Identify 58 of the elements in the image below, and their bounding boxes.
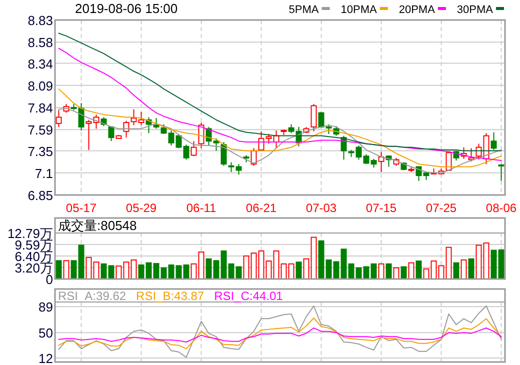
y-tick-label: 8.34 xyxy=(28,56,53,72)
line-series xyxy=(58,306,502,358)
bar xyxy=(416,260,422,280)
y-tick-label: 50 xyxy=(38,326,53,341)
bar xyxy=(453,262,460,280)
y-tick-label: 8.09 xyxy=(28,78,53,94)
candlestick xyxy=(108,126,114,142)
x-tick-label: 08-06 xyxy=(486,201,517,215)
legend-label: 10PMA xyxy=(340,4,378,16)
chart-title: 2019-08-06 15:00 xyxy=(75,1,178,16)
candlestick xyxy=(153,118,160,130)
x-tick-label: 07-25 xyxy=(426,201,457,215)
candlestick xyxy=(220,141,227,166)
x-tick-label: 06-21 xyxy=(246,201,277,215)
line-series xyxy=(58,48,502,162)
candlestick xyxy=(498,164,504,182)
y-tick-label: 7.84 xyxy=(28,100,53,116)
bar xyxy=(56,260,62,280)
bar xyxy=(386,263,392,280)
y-tick-label: 89 xyxy=(38,300,53,315)
bar xyxy=(378,263,384,280)
annotation: 成交量:80548 xyxy=(58,218,137,233)
candlestick xyxy=(123,120,130,138)
bar xyxy=(408,262,414,280)
legend-label: 20PMA xyxy=(398,4,436,16)
y-tick-label: 7.59 xyxy=(28,122,53,138)
text: RSI_A:39.62 xyxy=(58,289,126,303)
bar xyxy=(400,266,407,280)
bar xyxy=(63,260,70,280)
candlestick xyxy=(490,132,497,150)
y-tick-label: 6.85 xyxy=(28,188,53,203)
text: RSI_B:43.87 xyxy=(136,289,204,303)
x-tick-label: 07-03 xyxy=(306,201,337,215)
line-series xyxy=(58,88,502,168)
line-series xyxy=(58,328,502,342)
y-tick-label: 7.35 xyxy=(28,144,53,159)
x-tick-label: 05-17 xyxy=(66,201,97,215)
candlestick xyxy=(198,122,204,149)
candlestick xyxy=(310,103,317,132)
bar xyxy=(460,259,467,280)
x-tick-label: 07-15 xyxy=(366,201,397,215)
bar xyxy=(468,258,474,280)
y-tick-label: 12 xyxy=(38,351,53,365)
line-series xyxy=(58,318,502,350)
candlestick xyxy=(378,151,384,173)
y-tick-label: 8.83 xyxy=(28,13,53,28)
x-tick-label: 06-11 xyxy=(186,201,216,215)
y-tick-label: 8.58 xyxy=(28,35,53,50)
x-tick-label: 05-29 xyxy=(126,201,157,215)
legend-label: 30PMA xyxy=(456,4,494,16)
bar xyxy=(296,262,302,280)
y-tick-label: 12.79万 xyxy=(7,226,53,241)
candlestick xyxy=(56,110,62,128)
legend-label: 5PMA xyxy=(288,4,320,16)
text: RSI_C:44.01 xyxy=(214,289,284,303)
candlestick xyxy=(190,140,197,157)
bar xyxy=(393,267,400,280)
y-tick-label: 7.1 xyxy=(34,166,53,181)
